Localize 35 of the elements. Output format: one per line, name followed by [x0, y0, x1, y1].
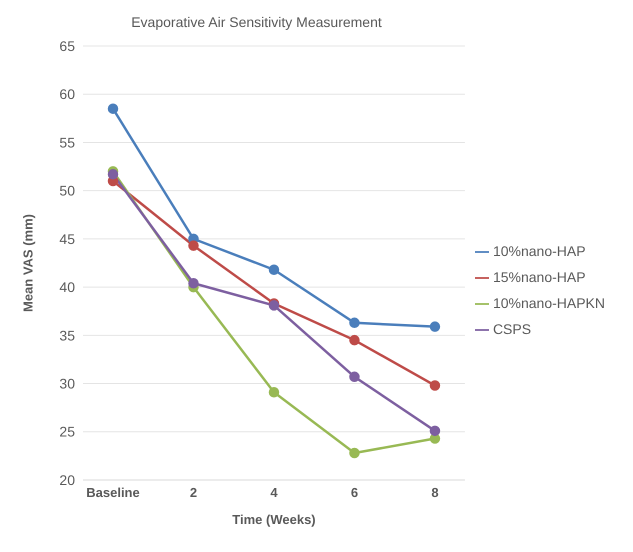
y-tick-label: 50 — [59, 182, 76, 199]
legend-label: CSPS — [492, 321, 532, 337]
y-tick-label: 65 — [59, 38, 76, 54]
point — [349, 318, 360, 328]
point — [108, 103, 118, 114]
y-tick-label: 55 — [59, 134, 76, 150]
point — [430, 321, 440, 332]
y-tick-label: 35 — [59, 327, 76, 344]
legend-label: 15%nano-HAP — [492, 269, 586, 285]
x-tick-label: 8 — [431, 485, 439, 500]
x-tick-label: Baseline — [86, 485, 140, 500]
y-tick-label: 30 — [59, 376, 76, 392]
chart-title: Evaporative Air Sensitivity Measurement — [130, 13, 383, 32]
point — [108, 169, 118, 180]
x-axis-title: Time (Weeks) — [232, 512, 316, 527]
point — [430, 426, 440, 436]
x-tick-label: 2 — [190, 485, 198, 500]
point — [349, 448, 360, 458]
point — [430, 380, 440, 391]
x-tick-label: 4 — [270, 485, 278, 500]
point — [268, 386, 280, 398]
legend-label: 10%nano-HAP — [492, 243, 586, 259]
y-tick-label: 40 — [59, 279, 76, 296]
point — [188, 278, 199, 289]
point — [349, 334, 360, 346]
y-tick-label: 20 — [59, 472, 76, 488]
legend-label: 10%nano-HAPKN — [492, 295, 605, 311]
y-tick-label: 60 — [59, 86, 76, 102]
y-axis-title: Mean VAS (mm) — [20, 214, 36, 312]
point — [188, 240, 199, 251]
y-tick-label: 45 — [59, 230, 76, 247]
point — [268, 264, 280, 275]
y-tick-label: 25 — [59, 424, 76, 440]
x-tick-label: 6 — [350, 485, 358, 500]
point — [349, 372, 360, 382]
